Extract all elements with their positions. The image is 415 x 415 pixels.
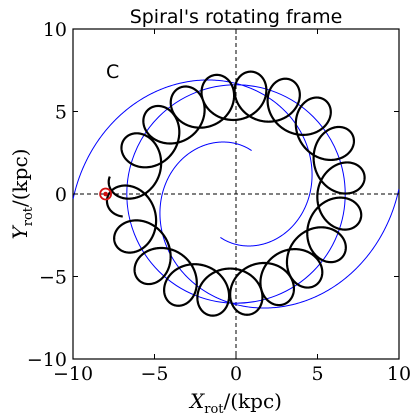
x-axis-label-unit: /(kpc): [224, 389, 282, 413]
x-tick-label: −5: [140, 363, 168, 385]
y-tick-label: −5: [39, 267, 67, 289]
y-axis-label-unit: /(kpc): [8, 149, 32, 207]
orbit-group: [105, 70, 366, 317]
x-tick-label: −10: [53, 363, 93, 385]
chart-title: Spiral's rotating frame: [130, 6, 343, 28]
y-tick-label: 5: [55, 102, 67, 124]
start-marker-dot: [103, 191, 108, 197]
reference-lines: [73, 29, 399, 359]
start-marker-ring: [99, 187, 112, 201]
y-axis-ticks: −10 −5 0 5 10: [27, 19, 399, 371]
x-tick-label: 5: [311, 363, 323, 385]
x-tick-label: 0: [230, 363, 242, 385]
x-tick-label: 10: [387, 363, 411, 385]
y-tick-label: 0: [55, 184, 67, 206]
y-tick-label: −10: [27, 349, 67, 371]
x-axis-label-sub: rot: [204, 402, 224, 415]
spiral-arm-1: [72, 79, 313, 247]
y-axis-label-sub: rot: [21, 206, 36, 226]
spiral-arm-2: [159, 141, 400, 309]
y-tick-label: 10: [43, 19, 67, 41]
marker-group: [99, 187, 112, 201]
panel-label: C: [106, 61, 119, 83]
x-axis-label: Xrot/(kpc): [188, 389, 282, 415]
orbit-trajectory: [105, 70, 366, 317]
y-axis-label: Yrot/(kpc): [8, 149, 36, 240]
x-axis-ticks: −10 −5 0 5 10: [53, 29, 411, 385]
x-axis-label-main: X: [188, 389, 205, 413]
y-axis-label-main: Y: [8, 224, 32, 239]
plot-area: C: [72, 28, 400, 360]
